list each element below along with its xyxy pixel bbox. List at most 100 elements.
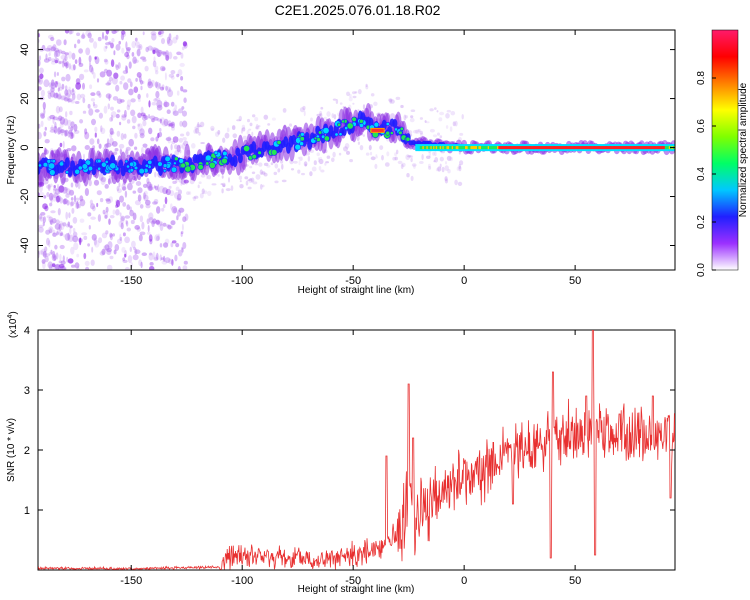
noise-speck	[83, 252, 87, 260]
noise-speck	[162, 222, 167, 227]
noise-speck	[59, 86, 63, 91]
line-core	[453, 146, 455, 150]
noise-speck	[445, 179, 448, 184]
x-tick-label: -150	[120, 275, 142, 287]
noise-speck	[97, 36, 102, 42]
noise-speck	[53, 71, 57, 78]
noise-speck	[257, 125, 261, 128]
noise-speck	[125, 148, 129, 155]
noise-speck	[68, 126, 71, 130]
line-core	[595, 146, 598, 150]
ridge-blob	[344, 126, 349, 131]
noise-speck	[141, 114, 147, 121]
noise-speck	[138, 44, 143, 51]
line-core	[548, 146, 551, 150]
noise-speck	[77, 39, 81, 44]
noise-speck	[76, 32, 81, 37]
noise-speck	[74, 59, 78, 64]
ridge-blob	[87, 165, 93, 172]
ridge-blob	[51, 159, 56, 164]
noise-speck	[113, 50, 116, 56]
noise-speck	[104, 184, 109, 189]
noise-speck	[180, 230, 184, 235]
noise-speck	[210, 125, 215, 131]
noise-speck	[67, 131, 71, 138]
line-core	[466, 146, 469, 150]
noise-speck	[248, 128, 252, 131]
noise-speck	[134, 132, 138, 139]
line-core	[457, 146, 459, 150]
noise-speck	[40, 89, 46, 97]
noise-speck	[99, 251, 106, 256]
noise-speck	[116, 188, 122, 194]
noise-speck	[239, 184, 244, 189]
noise-speck	[140, 106, 144, 115]
noise-speck	[180, 76, 184, 81]
colorbar-ticks: 0.0 0.2 0.4 0.6 0.8	[696, 71, 716, 277]
noise-speck	[81, 32, 85, 39]
noise-speck	[112, 209, 116, 215]
noise-speck	[242, 127, 246, 132]
line-core	[626, 146, 629, 150]
noise-speck	[207, 174, 212, 180]
noise-speck	[57, 127, 61, 135]
noise-speck	[303, 161, 308, 167]
snr-multiplier-base: (x10	[8, 318, 19, 338]
noise-speck	[80, 34, 86, 39]
noise-speck	[424, 120, 427, 123]
noise-speck	[72, 227, 76, 233]
noise-speck	[162, 187, 168, 195]
noise-speck	[73, 123, 78, 132]
noise-speck	[58, 220, 64, 226]
noise-speck	[74, 101, 80, 104]
noise-speck	[120, 75, 125, 81]
noise-speck	[126, 104, 130, 111]
noise-speck	[439, 135, 443, 139]
noise-speck	[62, 266, 68, 270]
noise-speck	[52, 44, 57, 51]
ridge-blob	[276, 139, 282, 145]
noise-speck	[119, 121, 122, 126]
noise-speck	[96, 190, 102, 196]
noise-speck	[47, 56, 52, 62]
noise-speck	[163, 118, 169, 127]
ridge-blob	[338, 132, 343, 137]
ridge-core	[381, 119, 387, 131]
line-core	[459, 146, 462, 150]
noise-speck	[354, 91, 358, 94]
noise-speck	[62, 222, 67, 227]
noise-speck	[254, 117, 259, 122]
ridge-blob	[144, 163, 149, 168]
noise-speck	[164, 196, 168, 205]
noise-speck	[91, 118, 96, 126]
noise-speck	[157, 184, 160, 193]
noise-speck	[53, 187, 58, 191]
noise-speck	[199, 192, 204, 199]
noise-speck	[52, 194, 57, 202]
line-core	[533, 146, 535, 150]
noise-speck	[58, 265, 63, 270]
noise-speck	[240, 127, 244, 134]
line-core	[445, 146, 448, 150]
line-core	[570, 146, 573, 150]
noise-speck	[252, 181, 258, 185]
noise-speck	[182, 216, 187, 223]
line-core	[479, 146, 482, 150]
line-core	[551, 146, 554, 150]
line-core	[592, 146, 595, 150]
noise-speck	[48, 52, 51, 57]
line-core	[497, 146, 499, 150]
noise-speck	[326, 111, 331, 117]
noise-speck	[148, 252, 154, 261]
noise-speck	[390, 99, 395, 104]
noise-speck	[191, 143, 196, 149]
line-core	[493, 146, 495, 150]
noise-speck	[437, 132, 440, 136]
noise-speck	[185, 131, 190, 137]
line-core	[574, 146, 577, 150]
line-core	[513, 146, 515, 150]
noise-speck	[318, 166, 322, 171]
line-core	[651, 146, 654, 150]
noise-speck	[139, 231, 146, 236]
